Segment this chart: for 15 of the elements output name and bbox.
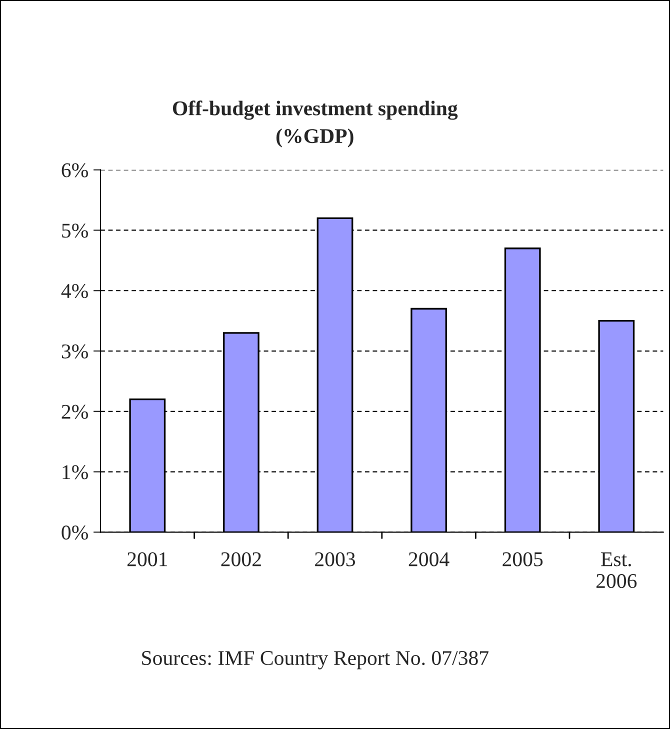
x-tick-label: 2004 <box>408 552 450 566</box>
y-tick-label: 2% <box>62 404 88 419</box>
source-note: Sources: IMF Country Report No. 07/387 <box>142 650 488 670</box>
y-tick-label: 0% <box>62 526 88 540</box>
y-tick-label: 4% <box>61 284 88 298</box>
x-tick-label: 2001 <box>127 552 167 566</box>
x-tick-label: 2002 <box>221 552 261 566</box>
x-tick-label: Est. 2006 <box>596 552 637 588</box>
x-tick-label: 2005 <box>502 552 543 566</box>
y-tick-label: 1% <box>62 465 88 480</box>
x-tick-label: 2003 <box>315 552 356 566</box>
chart-title: Off-budget investment spending (%GDP) <box>172 100 458 148</box>
y-tick-label: 5% <box>62 224 88 238</box>
y-tick-label: 3% <box>62 344 88 359</box>
y-tick-label: 6% <box>62 163 88 178</box>
